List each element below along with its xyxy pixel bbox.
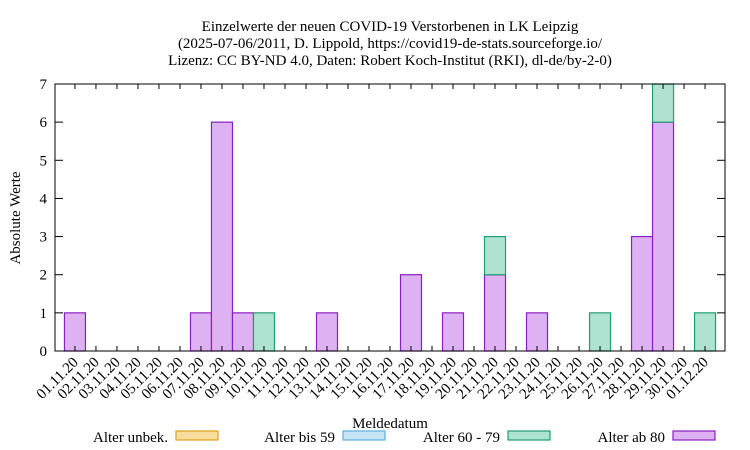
legend-label: Alter 60 - 79 <box>423 430 500 446</box>
legend-label: Alter unbek. <box>93 430 168 446</box>
legend-swatch <box>672 430 716 441</box>
bar <box>231 312 255 352</box>
y-tick-label: 2 <box>40 268 48 284</box>
bar <box>525 312 549 352</box>
y-tick-label: 1 <box>40 306 48 322</box>
bar <box>651 83 675 123</box>
legend-swatch <box>507 430 551 441</box>
legend-swatch <box>175 430 219 441</box>
chart-title: Einzelwerte der neuen COVID-19 Verstorbe… <box>202 19 579 35</box>
bar <box>651 121 675 352</box>
x-axis-label: Meldedatum <box>352 416 428 432</box>
bar <box>315 312 339 352</box>
y-tick-label: 3 <box>40 230 48 246</box>
legend-swatch <box>342 430 386 441</box>
y-tick-label: 5 <box>40 153 48 169</box>
bar <box>483 274 507 352</box>
bar <box>588 312 612 352</box>
y-axis-label: Absolute Werte <box>8 171 24 264</box>
legend-label: Alter ab 80 <box>598 430 665 446</box>
bar <box>483 235 507 276</box>
bar <box>441 312 465 352</box>
chart-subtitle: (2025-07-06/2011, D. Lippold, https://co… <box>178 36 603 52</box>
bar <box>210 121 234 352</box>
bar <box>693 312 717 352</box>
bar <box>252 312 276 352</box>
y-tick-label: 7 <box>40 77 48 93</box>
legend-label: Alter bis 59 <box>264 430 335 446</box>
bar <box>63 312 87 352</box>
chart-subtitle: Lizenz: CC BY-ND 4.0, Daten: Robert Koch… <box>168 53 612 69</box>
y-tick-label: 0 <box>40 344 48 360</box>
y-tick-label: 6 <box>40 115 48 131</box>
bar <box>399 274 423 352</box>
bar <box>189 312 213 352</box>
bar <box>630 235 654 352</box>
plot-frame <box>54 83 726 352</box>
y-tick-label: 4 <box>40 191 48 207</box>
